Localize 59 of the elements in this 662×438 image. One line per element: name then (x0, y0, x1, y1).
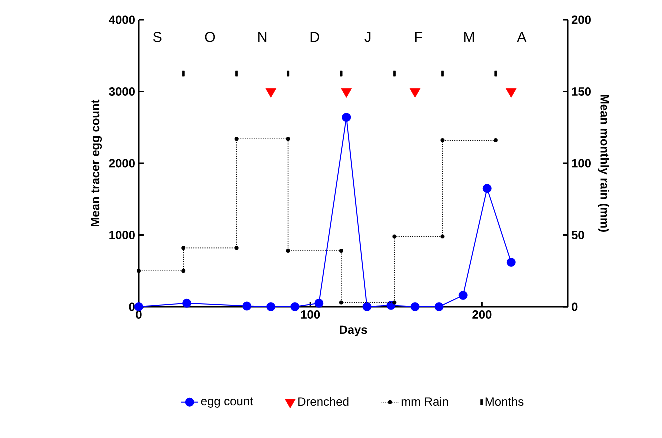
point (341, 88, 352, 98)
point (342, 113, 352, 122)
annotation: A (517, 32, 527, 42)
point (339, 249, 344, 254)
y2-tick-label: 200 (572, 16, 591, 24)
legend-label: Months (486, 397, 524, 406)
point (506, 258, 516, 267)
point (392, 300, 397, 305)
point (182, 246, 186, 250)
annotation: S (153, 32, 162, 42)
y2-tick-label: 100 (572, 159, 591, 168)
x-tick-label: 0 (136, 310, 142, 319)
point (434, 302, 444, 312)
y-tick-label: 0 (129, 302, 135, 312)
point (182, 269, 186, 274)
y2-tick-label: 50 (572, 231, 584, 240)
y-tick-label: 4000 (109, 16, 135, 24)
legend-label: egg count (201, 398, 254, 408)
point (392, 234, 397, 239)
point (182, 298, 192, 308)
point (314, 298, 324, 308)
y2-tick-label: 0 (572, 302, 578, 312)
point (362, 302, 372, 312)
point (410, 302, 420, 312)
y-tick-label: 2000 (109, 159, 135, 168)
x-tick-label: 200 (472, 310, 492, 319)
y2-axis-title: Mean monthly rain (mm) (598, 95, 610, 232)
legend-label: Drenched (298, 397, 349, 406)
annotation: O (205, 32, 216, 42)
legend-label: mm Rain (402, 397, 448, 406)
point (339, 300, 344, 305)
annotation: F (416, 32, 423, 42)
point (242, 302, 252, 311)
point (266, 302, 276, 312)
point (440, 234, 445, 239)
point (458, 291, 468, 300)
point (410, 88, 421, 98)
annotation: M (464, 32, 474, 42)
point (234, 137, 239, 142)
point (290, 302, 300, 312)
point (134, 302, 144, 312)
annotation: J (364, 32, 371, 42)
point (137, 269, 141, 274)
y-tick-label: 3000 (109, 88, 135, 96)
x-axis-title: Days (340, 326, 368, 337)
y2-tick-label: 150 (572, 88, 591, 96)
point (286, 137, 290, 142)
point (234, 246, 239, 250)
point (482, 184, 492, 194)
annotation: N (258, 32, 267, 42)
y-tick-label: 1000 (110, 231, 135, 240)
point (506, 88, 517, 98)
x-tick-label: 100 (301, 310, 320, 319)
y-axis-title: Mean tracer egg count (91, 100, 102, 226)
point (440, 138, 445, 143)
annotation: D (310, 32, 320, 42)
point (266, 88, 277, 98)
point (494, 138, 498, 143)
point (286, 249, 290, 254)
